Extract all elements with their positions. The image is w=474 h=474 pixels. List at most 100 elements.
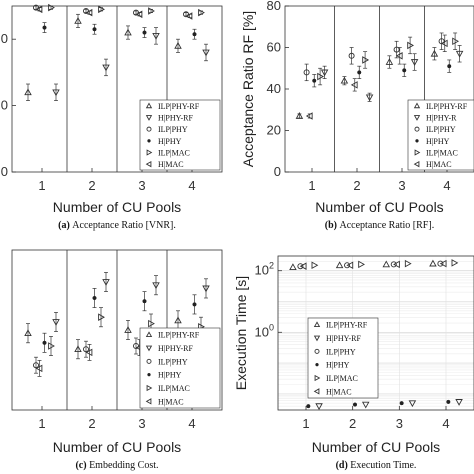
data-point xyxy=(24,88,32,96)
legend-label: H|MAC xyxy=(326,387,352,396)
series xyxy=(52,27,210,101)
data-point xyxy=(357,70,362,75)
data-point xyxy=(42,25,47,30)
x-tick-label: 1 xyxy=(38,178,45,193)
legend-box xyxy=(307,317,379,399)
series xyxy=(312,59,452,88)
x-tick-label: 1 xyxy=(302,416,309,431)
data-point xyxy=(92,27,97,32)
legend-marker xyxy=(145,102,153,109)
legend-marker xyxy=(145,331,153,338)
y-tick-label: 0 xyxy=(1,98,8,113)
x-tick-label: 1 xyxy=(38,416,45,431)
data-point xyxy=(74,17,82,24)
data-point xyxy=(98,313,105,321)
data-point xyxy=(404,259,412,268)
x-tick-label: 2 xyxy=(349,416,356,431)
legend-marker xyxy=(313,335,321,342)
y-tick-label: 100 xyxy=(255,322,274,339)
x-tick-label: 4 xyxy=(188,416,195,431)
data-point xyxy=(438,38,445,45)
x-tick-label: 2 xyxy=(353,178,360,193)
data-point xyxy=(305,112,313,120)
data-point xyxy=(430,49,439,57)
legend-label: ILP|PHY xyxy=(326,347,356,356)
data-point xyxy=(24,329,32,337)
data-point xyxy=(407,41,415,50)
x-tick-label: 2 xyxy=(88,416,95,431)
data-point xyxy=(124,326,132,333)
data-point xyxy=(393,260,400,269)
data-point xyxy=(358,260,365,269)
plot-frame xyxy=(277,255,474,411)
y-tick-label: 0 xyxy=(1,31,8,46)
data-point xyxy=(352,402,358,407)
legend-label: ILP|PHY-RF xyxy=(158,331,200,340)
data-point xyxy=(311,261,319,270)
y-tick-label: 0 xyxy=(274,164,281,179)
legend-label: H|PHY xyxy=(158,371,182,380)
data-point xyxy=(33,362,40,369)
x-tick-label: 3 xyxy=(138,416,145,431)
series xyxy=(295,47,439,119)
legend-label: ILP|MAC xyxy=(326,374,358,383)
data-point xyxy=(451,259,459,267)
legend-marker xyxy=(145,161,152,168)
legend-box xyxy=(139,327,221,409)
series xyxy=(311,259,459,270)
data-point xyxy=(306,404,311,409)
data-point xyxy=(299,262,307,270)
legend-marker xyxy=(147,372,151,377)
legend-label: H|PHY xyxy=(158,137,182,146)
x-axis-label: Number of CU Pools xyxy=(315,199,443,215)
legend: ILP|PHY-RF H|PHY-RF ILP|PHY H|PHY ILP|MAC H|M… xyxy=(139,327,221,409)
data-point xyxy=(202,285,210,293)
legend-label: H|PHY-RF xyxy=(326,334,361,343)
data-point xyxy=(447,64,452,69)
data-point xyxy=(390,261,397,268)
data-point xyxy=(410,59,419,66)
data-point xyxy=(348,52,355,59)
data-point xyxy=(439,259,447,268)
series xyxy=(299,259,447,270)
data-point xyxy=(455,50,464,58)
data-point xyxy=(408,400,417,408)
caption: (c) Embedding Cost. xyxy=(75,460,158,471)
data-point xyxy=(295,112,304,119)
data-point xyxy=(346,261,354,270)
data-point xyxy=(320,69,329,77)
series xyxy=(297,260,444,270)
y-tick-label: 20 xyxy=(267,123,281,138)
data-point xyxy=(42,340,47,345)
legend-marker xyxy=(313,388,320,395)
chart-c: 1 2 3 4 Number of CU Pools ILP|PHY-RF H|PHY-RF… xyxy=(11,249,223,471)
data-point xyxy=(382,260,391,268)
legend-marker xyxy=(145,398,152,405)
data-point xyxy=(198,8,205,17)
legend: ILP|PHY-RF H|PHY-RF ILP|PHY H|PHY ILP|MAC H|M… xyxy=(307,317,379,399)
y-tick-label: 60 xyxy=(267,40,281,55)
series xyxy=(42,288,197,353)
data-point xyxy=(429,259,437,267)
y-axis-label: Acceptance Ratio RF [%] xyxy=(240,11,256,167)
series xyxy=(317,32,460,86)
data-point xyxy=(85,8,93,17)
legend-marker xyxy=(146,126,152,132)
data-point xyxy=(402,68,407,73)
legend-label: H|PHY xyxy=(326,361,350,370)
series xyxy=(303,32,445,82)
data-point xyxy=(48,342,55,350)
series xyxy=(42,22,197,40)
legend-label: ILP|PHY-RF xyxy=(158,102,200,111)
data-point xyxy=(192,302,197,307)
x-axis-label: Number of CU Pools xyxy=(53,439,181,455)
legend-label: H|MAC xyxy=(158,160,184,169)
data-point xyxy=(393,46,400,53)
data-point xyxy=(440,39,448,48)
legend-marker xyxy=(414,149,421,156)
legend-label: H|PHY xyxy=(426,137,450,146)
data-point xyxy=(340,76,349,84)
legend-marker xyxy=(146,358,152,364)
data-point xyxy=(48,3,55,12)
